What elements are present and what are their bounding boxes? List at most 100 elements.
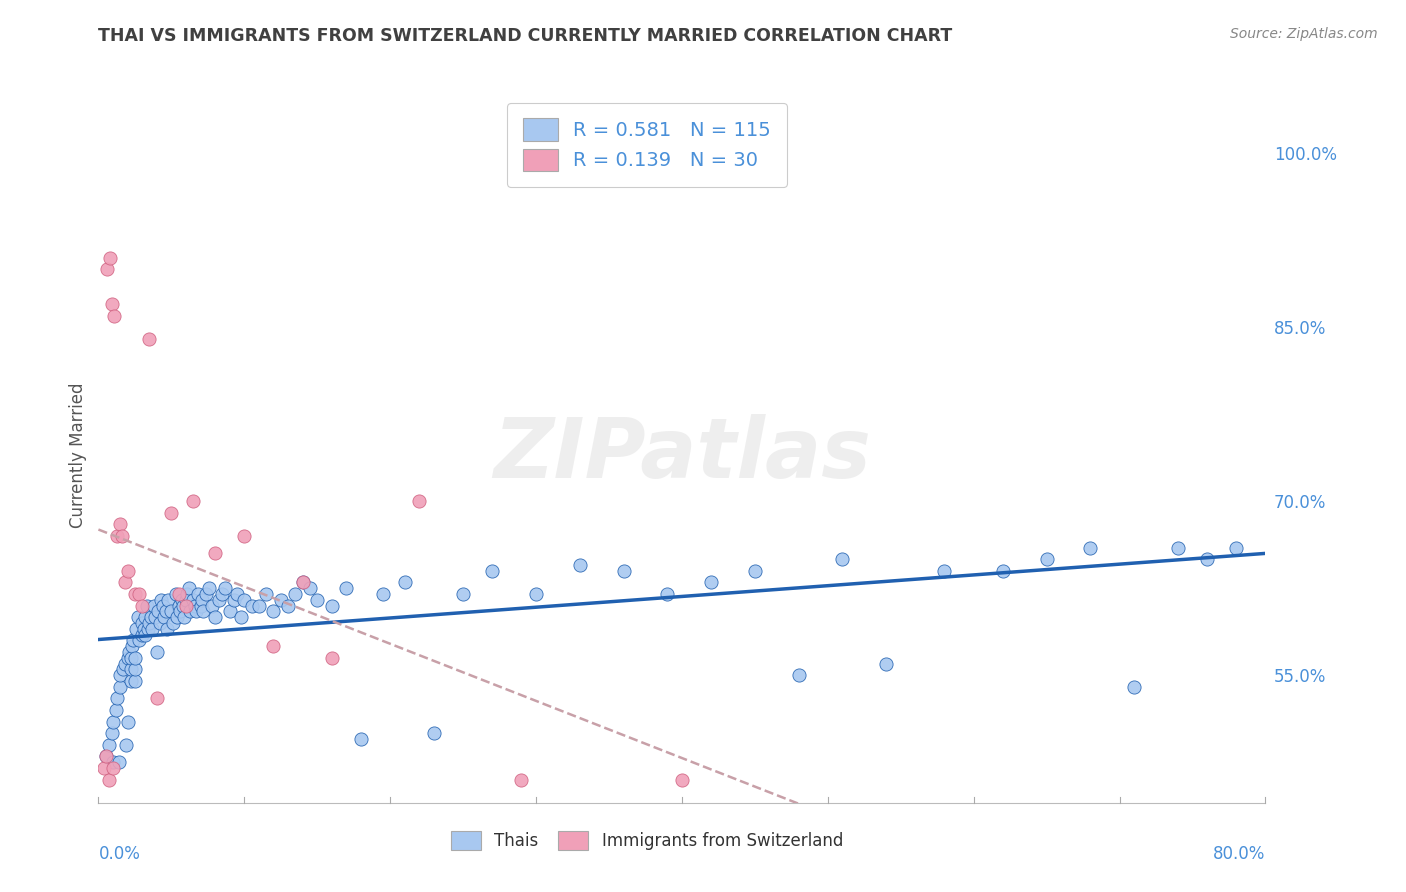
- Point: [186, 605, 208, 619]
- Point: [121, 640, 143, 654]
- Point: [93, 761, 115, 775]
- Point: [96, 262, 118, 277]
- Point: [350, 731, 373, 746]
- Point: [510, 772, 533, 787]
- Point: [875, 657, 897, 671]
- Point: [181, 593, 204, 607]
- Point: [524, 587, 547, 601]
- Point: [201, 599, 224, 613]
- Point: [122, 633, 145, 648]
- Point: [157, 593, 180, 607]
- Point: [1080, 541, 1102, 555]
- Point: [787, 668, 810, 682]
- Point: [104, 703, 127, 717]
- Point: [183, 599, 205, 613]
- Point: [142, 599, 165, 613]
- Point: [262, 640, 284, 654]
- Point: [190, 599, 212, 613]
- Point: [181, 494, 204, 508]
- Point: [127, 610, 149, 624]
- Point: [101, 761, 124, 775]
- Point: [101, 755, 124, 769]
- Point: [138, 616, 160, 631]
- Point: [124, 674, 146, 689]
- Point: [321, 651, 343, 665]
- Point: [128, 587, 150, 601]
- Point: [146, 691, 169, 706]
- Point: [321, 599, 343, 613]
- Point: [423, 726, 446, 740]
- Point: [1225, 541, 1247, 555]
- Point: [174, 599, 197, 613]
- Point: [191, 593, 214, 607]
- Point: [120, 662, 142, 676]
- Point: [177, 582, 200, 596]
- Point: [233, 593, 256, 607]
- Point: [128, 633, 150, 648]
- Point: [612, 564, 634, 578]
- Point: [105, 529, 128, 543]
- Point: [291, 575, 314, 590]
- Point: [160, 506, 183, 520]
- Point: [165, 587, 187, 601]
- Point: [568, 558, 591, 573]
- Point: [115, 738, 138, 752]
- Point: [307, 593, 329, 607]
- Text: THAI VS IMMIGRANTS FROM SWITZERLAND CURRENTLY MARRIED CORRELATION CHART: THAI VS IMMIGRANTS FROM SWITZERLAND CURR…: [98, 27, 953, 45]
- Point: [98, 251, 121, 265]
- Point: [105, 691, 128, 706]
- Point: [100, 297, 122, 311]
- Point: [153, 610, 176, 624]
- Point: [110, 668, 132, 682]
- Point: [284, 587, 307, 601]
- Point: [451, 587, 474, 601]
- Point: [173, 610, 195, 624]
- Point: [155, 605, 177, 619]
- Point: [174, 593, 197, 607]
- Point: [143, 610, 166, 624]
- Point: [298, 582, 321, 596]
- Point: [146, 645, 169, 659]
- Point: [103, 309, 125, 323]
- Point: [247, 599, 270, 613]
- Point: [97, 738, 120, 752]
- Point: [991, 564, 1014, 578]
- Point: [134, 628, 156, 642]
- Point: [218, 605, 240, 619]
- Point: [131, 628, 153, 642]
- Point: [198, 582, 221, 596]
- Point: [124, 651, 146, 665]
- Point: [150, 593, 173, 607]
- Point: [114, 575, 136, 590]
- Point: [195, 587, 218, 601]
- Point: [111, 529, 134, 543]
- Point: [211, 587, 233, 601]
- Point: [162, 616, 184, 631]
- Point: [139, 610, 162, 624]
- Point: [120, 651, 142, 665]
- Point: [408, 494, 430, 508]
- Point: [169, 605, 191, 619]
- Point: [152, 599, 174, 613]
- Y-axis label: Currently Married: Currently Married: [69, 382, 87, 528]
- Point: [118, 645, 141, 659]
- Point: [117, 564, 139, 578]
- Point: [744, 564, 766, 578]
- Point: [110, 517, 132, 532]
- Point: [176, 587, 198, 601]
- Point: [222, 593, 245, 607]
- Point: [394, 575, 416, 590]
- Point: [101, 714, 124, 729]
- Point: [254, 587, 277, 601]
- Point: [481, 564, 503, 578]
- Point: [135, 599, 157, 613]
- Point: [231, 610, 253, 624]
- Point: [136, 622, 159, 636]
- Point: [179, 605, 201, 619]
- Text: ZIPatlas: ZIPatlas: [494, 415, 870, 495]
- Point: [117, 651, 139, 665]
- Point: [240, 599, 263, 613]
- Point: [94, 749, 117, 764]
- Point: [214, 582, 236, 596]
- Point: [125, 622, 148, 636]
